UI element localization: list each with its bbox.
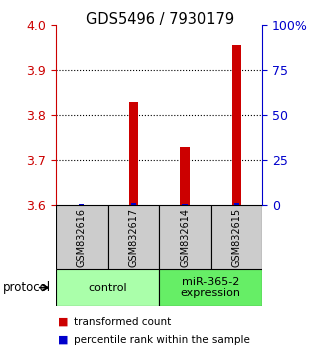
Text: ■: ■: [58, 317, 68, 327]
Text: control: control: [88, 282, 127, 293]
Bar: [234, 203, 239, 205]
Bar: [131, 203, 136, 205]
Text: miR-365-2
expression: miR-365-2 expression: [181, 277, 241, 298]
Bar: [211, 205, 262, 269]
Text: ■: ■: [58, 335, 68, 345]
Text: GSM832616: GSM832616: [77, 208, 87, 267]
Bar: [79, 204, 84, 205]
Bar: [108, 205, 159, 269]
Bar: [56, 205, 108, 269]
Bar: [129, 102, 138, 205]
Text: GSM832614: GSM832614: [180, 208, 190, 267]
Text: protocol: protocol: [3, 281, 51, 294]
Bar: [232, 45, 241, 205]
Bar: [159, 269, 262, 306]
Bar: [180, 147, 190, 205]
Text: GSM832615: GSM832615: [232, 207, 242, 267]
Text: GDS5496 / 7930179: GDS5496 / 7930179: [86, 12, 234, 27]
Bar: [159, 205, 211, 269]
Bar: [56, 269, 159, 306]
Bar: [182, 204, 188, 205]
Text: GSM832617: GSM832617: [128, 207, 139, 267]
Text: transformed count: transformed count: [74, 317, 171, 327]
Text: percentile rank within the sample: percentile rank within the sample: [74, 335, 250, 345]
